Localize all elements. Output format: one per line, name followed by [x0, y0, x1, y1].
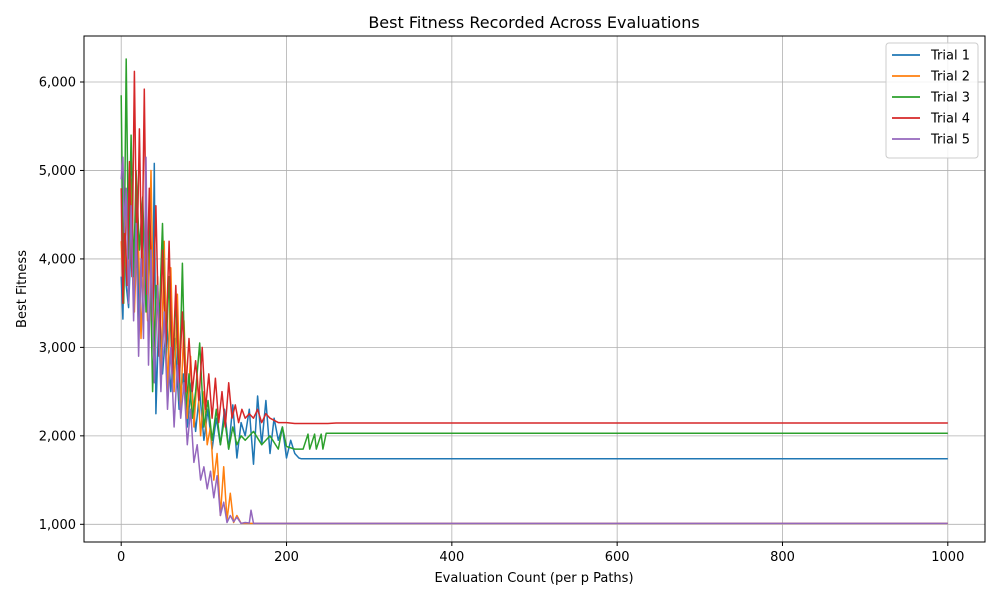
legend-label: Trial 2: [930, 70, 970, 85]
y-tick-label: 1,000: [39, 518, 76, 533]
legend-label: Trial 3: [930, 91, 970, 106]
plot-frame: [83, 35, 986, 543]
x-tick-label: 400: [439, 550, 464, 565]
y-tick-label: 2,000: [39, 429, 76, 444]
y-axis-label: Best Fitness: [15, 250, 30, 328]
x-tick-label: 1000: [931, 550, 964, 565]
legend-label: Trial 5: [930, 133, 970, 148]
x-axis-label: Evaluation Count (per p Paths): [434, 571, 633, 586]
y-tick-label: 5,000: [39, 164, 76, 179]
legend-label: Trial 1: [930, 49, 970, 64]
y-tick-label: 3,000: [39, 341, 76, 356]
series-line-trial-5: [120, 156, 948, 525]
x-tick-label: 0: [117, 550, 125, 565]
series-lines: [120, 58, 948, 525]
x-tick-label: 200: [274, 550, 299, 565]
chart-title: Best Fitness Recorded Across Evaluations: [368, 13, 699, 32]
y-axis-ticks: 1,000 2,000 3,000 4,000 5,000 6,000: [39, 76, 84, 533]
x-tick-label: 600: [605, 550, 630, 565]
y-tick-label: 6,000: [39, 76, 76, 91]
series-line-trial-4: [120, 70, 948, 428]
legend-box: [885, 42, 979, 159]
legend: Trial 1 Trial 2 Trial 3 Trial 4 Trial 5: [885, 42, 979, 159]
y-tick-label: 4,000: [39, 252, 76, 267]
legend-label: Trial 4: [930, 112, 970, 127]
x-tick-label: 800: [770, 550, 795, 565]
x-axis-ticks: 0 200 400 600 800 1000: [117, 542, 964, 565]
